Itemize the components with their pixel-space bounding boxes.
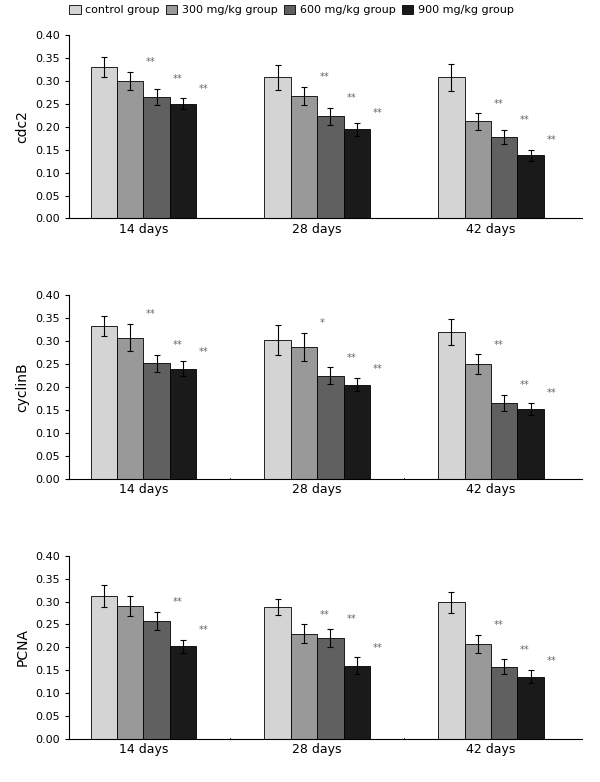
Text: **: ** [346,94,356,103]
Bar [517,409,544,479]
Bar [464,121,491,218]
Bar [291,96,317,218]
Text: **: ** [173,74,182,84]
Bar [464,364,491,479]
Text: **: ** [520,644,530,655]
Bar [91,326,117,479]
Bar [438,77,464,218]
Text: **: ** [320,73,329,82]
Bar [170,369,196,479]
Text: **: ** [199,625,209,635]
Text: **: ** [373,364,383,374]
Bar [344,665,370,739]
Text: **: ** [173,340,182,350]
Bar [291,346,317,479]
Bar [143,621,170,739]
Bar [464,644,491,739]
Bar [117,606,143,739]
Bar [491,137,517,218]
Text: **: ** [346,353,356,363]
Text: **: ** [547,135,556,145]
Bar [143,97,170,218]
Y-axis label: cdc2: cdc2 [16,110,29,143]
Bar [91,596,117,739]
Bar [517,156,544,218]
Text: **: ** [494,339,503,350]
Text: **: ** [346,615,356,625]
Legend: control group, 300 mg/kg group, 600 mg/kg group, 900 mg/kg group: control group, 300 mg/kg group, 600 mg/k… [70,5,514,15]
Text: **: ** [494,99,503,109]
Bar [317,117,344,218]
Text: **: ** [494,620,503,630]
Text: *: * [320,318,325,328]
Bar [264,607,291,739]
Bar [264,340,291,479]
Text: **: ** [373,643,383,653]
Text: **: ** [146,57,156,67]
Bar [117,81,143,218]
Bar [91,67,117,218]
Bar [291,633,317,739]
Bar [438,602,464,739]
Bar [491,404,517,479]
Text: **: ** [373,108,383,118]
Bar [170,104,196,218]
Bar [344,129,370,218]
Bar [517,676,544,739]
Y-axis label: PCNA: PCNA [16,629,29,666]
Bar [438,332,464,479]
Bar [317,638,344,739]
Text: **: ** [320,610,329,620]
Text: **: ** [146,309,156,319]
Text: **: ** [520,115,530,125]
Text: **: ** [173,597,182,607]
Text: **: ** [520,380,530,390]
Bar [491,666,517,739]
Text: **: ** [547,388,556,398]
Text: **: ** [199,347,209,357]
Y-axis label: cyclinB: cyclinB [16,362,29,412]
Bar [117,338,143,479]
Bar [344,385,370,479]
Text: **: ** [199,84,209,94]
Bar [143,364,170,479]
Bar [264,77,291,218]
Bar [317,375,344,479]
Text: **: ** [547,655,556,665]
Bar [170,647,196,739]
